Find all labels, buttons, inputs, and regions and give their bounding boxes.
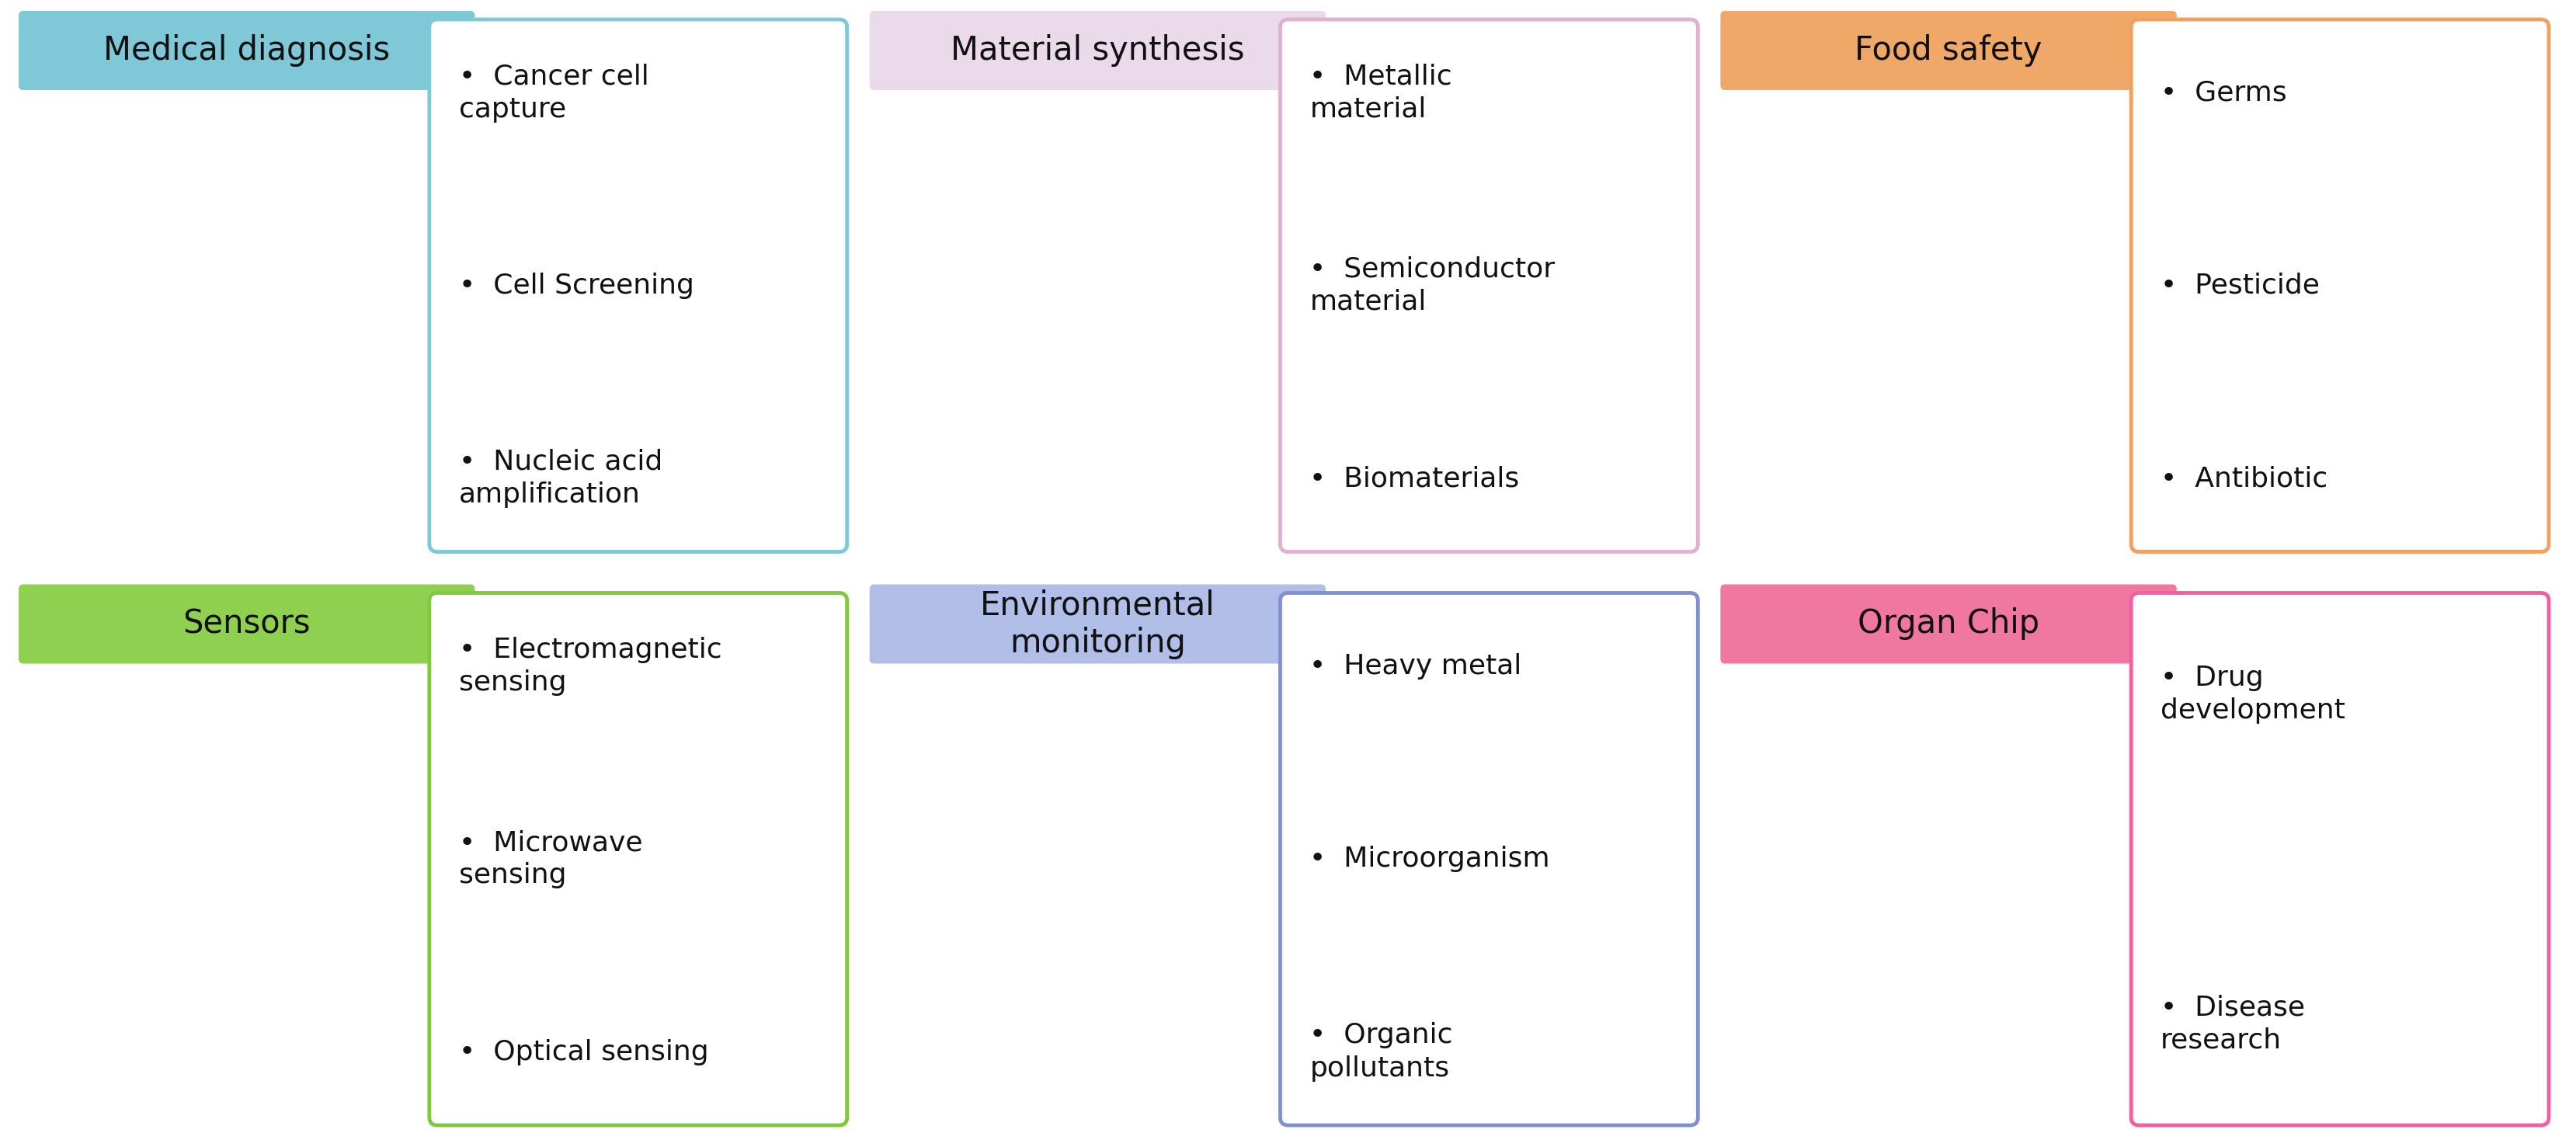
Text: Medical diagnosis: Medical diagnosis (103, 34, 389, 67)
FancyBboxPatch shape (2130, 593, 2548, 1125)
Text: •  Optical sensing: • Optical sensing (459, 1039, 708, 1066)
FancyBboxPatch shape (1280, 593, 1698, 1125)
Text: •  Organic
pollutants: • Organic pollutants (1309, 1022, 1453, 1082)
FancyBboxPatch shape (1721, 584, 2177, 664)
Text: •  Disease
research: • Disease research (2161, 994, 2306, 1053)
Text: •  Cell Screening: • Cell Screening (459, 272, 693, 298)
Text: •  Heavy metal: • Heavy metal (1309, 653, 1522, 679)
Text: Environmental
monitoring: Environmental monitoring (979, 588, 1216, 660)
Text: Sensors: Sensors (183, 608, 312, 640)
FancyBboxPatch shape (1721, 10, 2177, 91)
FancyBboxPatch shape (18, 10, 474, 91)
Text: •  Germs: • Germs (2161, 79, 2287, 106)
Text: •  Semiconductor
material: • Semiconductor material (1309, 256, 1556, 315)
Text: •  Nucleic acid
amplification: • Nucleic acid amplification (459, 448, 662, 508)
FancyBboxPatch shape (430, 593, 848, 1125)
Text: •  Microwave
sensing: • Microwave sensing (459, 829, 641, 889)
Text: •  Electromagnetic
sensing: • Electromagnetic sensing (459, 637, 721, 696)
Text: •  Metallic
material: • Metallic material (1309, 63, 1453, 123)
Text: Organ Chip: Organ Chip (1857, 608, 2040, 640)
Text: •  Biomaterials: • Biomaterials (1309, 466, 1520, 492)
Text: •  Cancer cell
capture: • Cancer cell capture (459, 63, 649, 123)
FancyBboxPatch shape (2130, 19, 2548, 552)
Text: Material synthesis: Material synthesis (951, 34, 1244, 67)
Text: •  Microorganism: • Microorganism (1309, 845, 1551, 872)
Text: •  Pesticide: • Pesticide (2161, 272, 2321, 298)
FancyBboxPatch shape (430, 19, 848, 552)
FancyBboxPatch shape (871, 584, 1327, 664)
Text: •  Antibiotic: • Antibiotic (2161, 466, 2329, 492)
FancyBboxPatch shape (18, 584, 474, 664)
FancyBboxPatch shape (871, 10, 1327, 91)
FancyBboxPatch shape (1280, 19, 1698, 552)
Text: •  Drug
development: • Drug development (2161, 665, 2344, 724)
Text: Food safety: Food safety (1855, 34, 2043, 67)
